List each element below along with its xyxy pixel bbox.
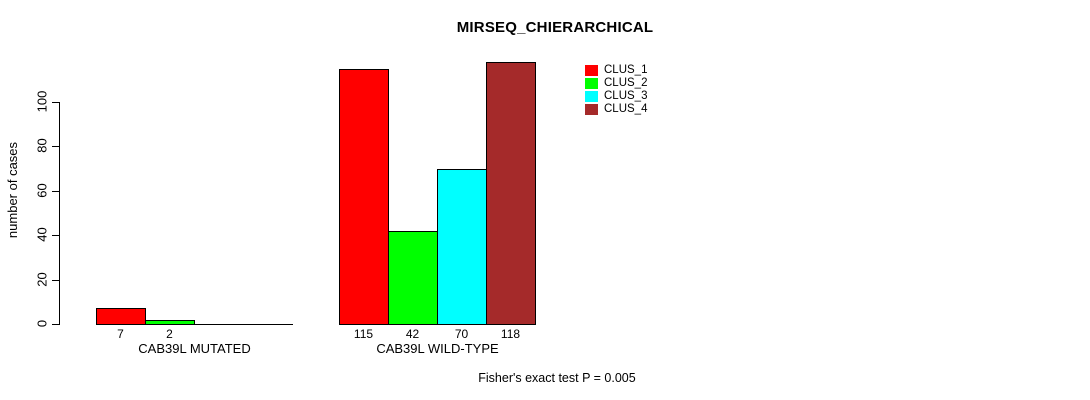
bar-value-label: 118: [500, 327, 521, 341]
category-label: CAB39L WILD-TYPE: [376, 341, 499, 356]
y-tick-label: 60: [34, 183, 50, 198]
bar-clus_4-2: [486, 62, 536, 324]
y-axis-label: number of cases: [5, 141, 20, 239]
legend-swatch-icon: [585, 91, 598, 102]
y-tick-label: 100: [34, 90, 50, 113]
legend-label: CLUS_3: [604, 90, 648, 102]
legend-label: CLUS_1: [604, 64, 648, 76]
chart-title: MIRSEQ_CHIERARCHICAL: [456, 19, 654, 36]
y-tick-label: 40: [34, 227, 50, 242]
annotation-text: Fisher's exact test P = 0.005: [478, 371, 636, 385]
legend-row-clus_2: CLUS_2: [585, 77, 647, 90]
bar-value-label: 115: [353, 327, 374, 341]
y-axis-line: [59, 102, 60, 325]
y-tick-label: 0: [34, 319, 50, 328]
legend-label: CLUS_4: [604, 103, 648, 115]
bar-clus_2-1: [145, 320, 195, 324]
legend-swatch-icon: [585, 65, 598, 76]
legend-swatch-icon: [585, 104, 598, 115]
legend-row-clus_1: CLUS_1: [585, 64, 647, 77]
bar-value-label: 42: [405, 327, 420, 341]
y-tick-mark: [52, 191, 59, 192]
y-tick-mark: [52, 235, 59, 236]
y-tick-label: 80: [34, 138, 50, 153]
bar-clus_3-2: [437, 169, 487, 324]
y-tick-mark: [52, 102, 59, 103]
zero-baseline: [96, 324, 293, 325]
legend-swatch-icon: [585, 78, 598, 89]
category-label: CAB39L MUTATED: [138, 341, 251, 356]
bar-clus_1-2: [339, 69, 389, 324]
bar-clus_2-2: [388, 231, 438, 324]
bar-value-label: 70: [454, 327, 469, 341]
legend-label: CLUS_2: [604, 77, 648, 89]
y-tick-label: 20: [34, 272, 50, 287]
y-tick-mark: [52, 324, 59, 325]
bar-clus_1-1: [96, 308, 146, 324]
bar-value-label: 7: [117, 327, 124, 341]
legend: CLUS_1 CLUS_2 CLUS_3 CLUS_4: [585, 64, 647, 116]
zero-baseline: [339, 324, 536, 325]
y-tick-mark: [52, 280, 59, 281]
legend-row-clus_3: CLUS_3: [585, 90, 647, 103]
bar-value-label: 2: [166, 327, 173, 341]
legend-row-clus_4: CLUS_4: [585, 103, 647, 116]
y-tick-mark: [52, 146, 59, 147]
